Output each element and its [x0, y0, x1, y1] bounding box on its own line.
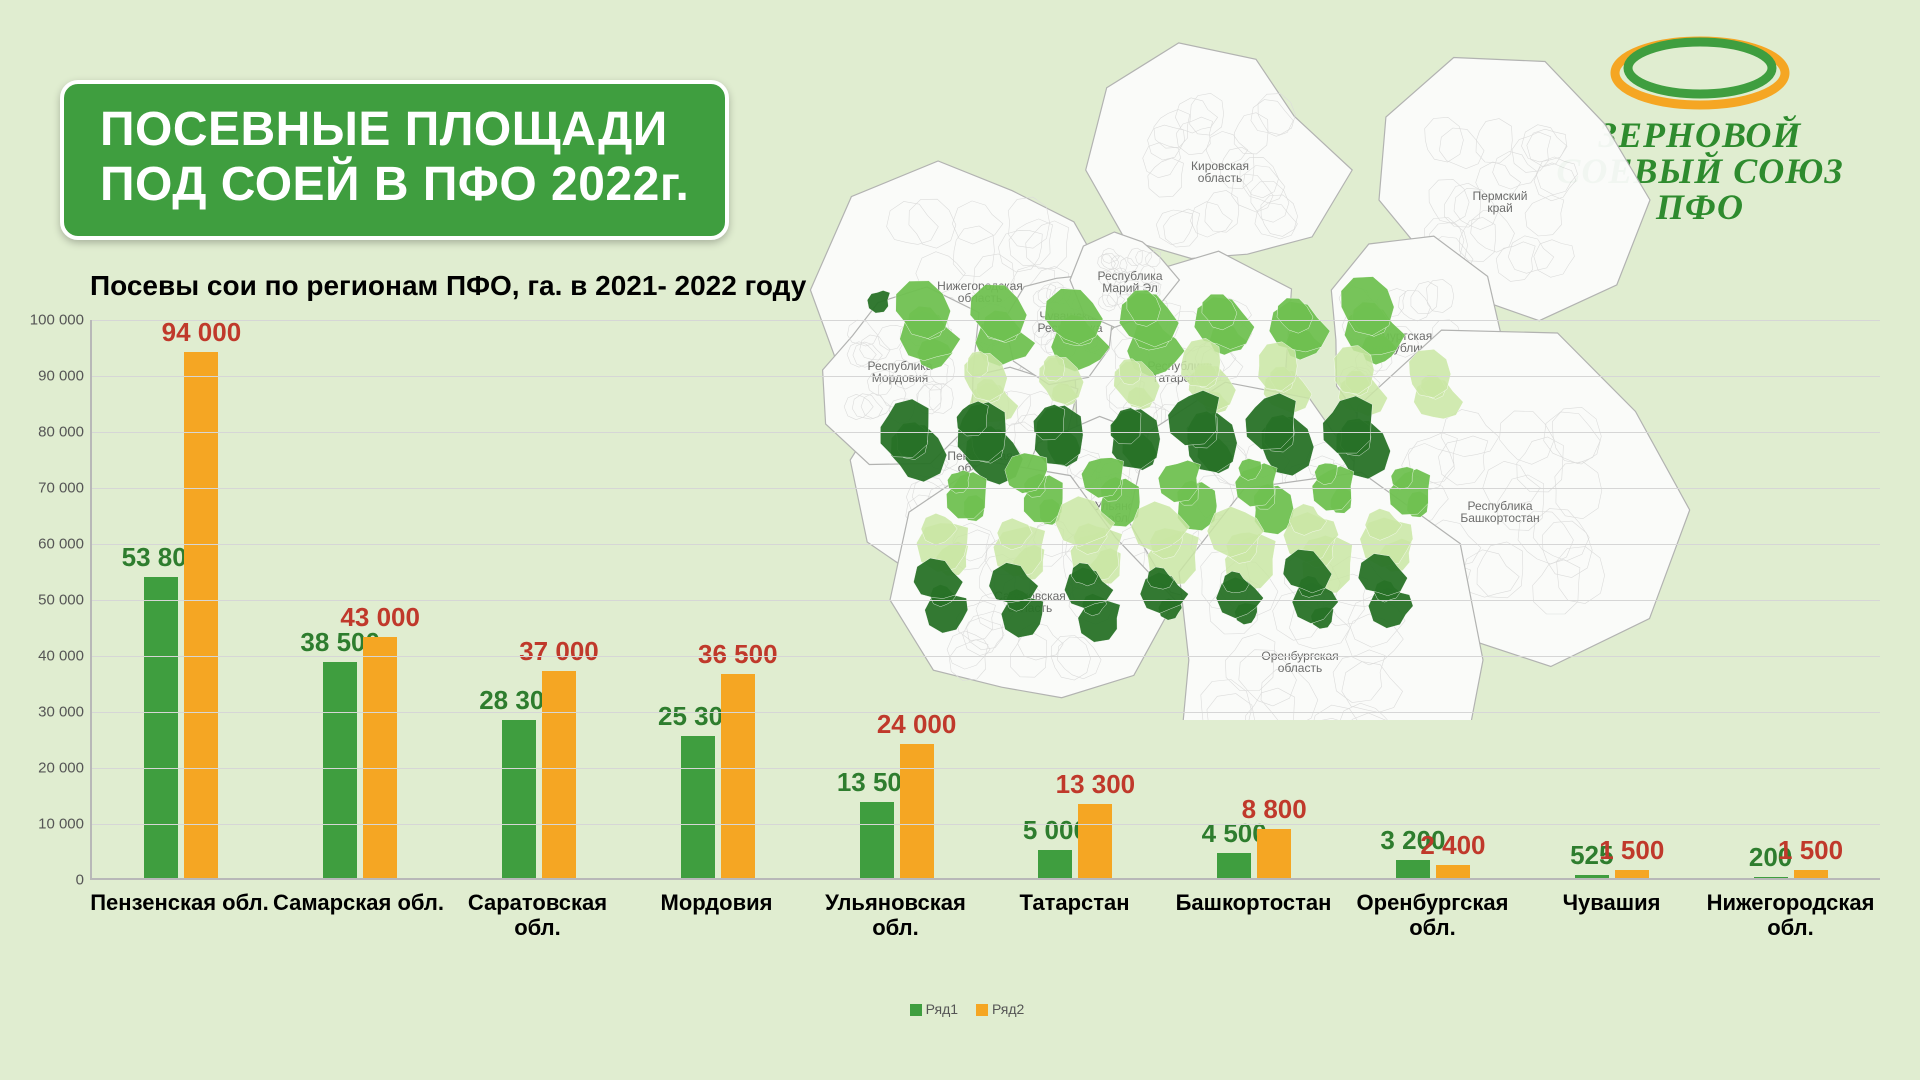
ytick: 30 000: [38, 704, 92, 721]
xaxis-label: Мордовия: [627, 880, 806, 941]
ytick: 90 000: [38, 368, 92, 385]
bar: 36 500: [721, 674, 755, 878]
bar: 94 000: [184, 352, 218, 878]
legend-swatch-2: [976, 1004, 988, 1016]
title-line1: ПОСЕВНЫЕ ПЛОЩАДИ: [100, 102, 689, 157]
ytick: 0: [76, 872, 92, 889]
xaxis-label: Саратовская обл.: [448, 880, 627, 941]
bar-value-label: 24 000: [877, 709, 957, 744]
map-region-label: Кировскаяобласть: [1191, 159, 1249, 185]
xaxis-label: Чувашия: [1522, 880, 1701, 941]
chart-plot: 53 80094 00038 50043 00028 30037 00025 3…: [90, 320, 1880, 880]
bar: 1 500: [1615, 870, 1649, 878]
bar-value-label: 43 000: [340, 602, 420, 637]
xaxis-label: Нижегородскаяобл.: [1701, 880, 1880, 941]
xaxis-label: Башкортостан: [1164, 880, 1343, 941]
legend-label-2: Ряд2: [992, 1001, 1024, 1017]
bar: 2 400: [1436, 865, 1470, 878]
bar: 25 300: [681, 736, 715, 878]
chart: Посевы сои по регионам ПФО, га. в 2021- …: [20, 270, 1900, 990]
ytick: 40 000: [38, 648, 92, 665]
bar-value-label: 94 000: [162, 317, 242, 352]
ytick: 80 000: [38, 424, 92, 441]
bar-value-label: 1 500: [1599, 835, 1664, 870]
bar-group: 13 50024 000: [807, 320, 986, 878]
bar: 200: [1754, 877, 1788, 878]
ytick: 100 000: [30, 312, 92, 329]
xaxis-label: Татарстан: [985, 880, 1164, 941]
bar: 525: [1575, 875, 1609, 878]
bar: 38 500: [323, 662, 357, 878]
bar-group: 3 2002 400: [1344, 320, 1523, 878]
bar: 4 500: [1217, 853, 1251, 878]
legend-label-1: Ряд1: [926, 1001, 958, 1017]
xaxis-label: Пензенская обл.: [90, 880, 269, 941]
bar-group: 525 1 500: [1522, 320, 1701, 878]
bar: 13 300: [1078, 804, 1112, 878]
bar-group: 53 80094 000: [92, 320, 271, 878]
bar-value-label: 37 000: [519, 636, 599, 671]
ytick: 70 000: [38, 480, 92, 497]
legend-swatch-1: [910, 1004, 922, 1016]
bar-group: 5 00013 300: [986, 320, 1165, 878]
chart-legend: Ряд1 Ряд2: [20, 1001, 1900, 1017]
bar: 28 300: [502, 720, 536, 878]
ytick: 60 000: [38, 536, 92, 553]
chart-title: Посевы сои по регионам ПФО, га. в 2021- …: [90, 270, 1900, 302]
xaxis-label: Ульяновская обл.: [806, 880, 985, 941]
bar-group: 25 30036 500: [628, 320, 807, 878]
bar-value-label: 2 400: [1420, 830, 1485, 865]
xaxis-label: Самарская обл.: [269, 880, 448, 941]
bar-value-label: 1 500: [1778, 835, 1843, 870]
ytick: 20 000: [38, 760, 92, 777]
bar: 8 800: [1257, 829, 1291, 878]
xaxis-label: Оренбургскаяобл.: [1343, 880, 1522, 941]
bar: 53 800: [144, 577, 178, 878]
bar: 37 000: [542, 671, 576, 878]
bar-group: 28 30037 000: [450, 320, 629, 878]
bar-group: 38 50043 000: [271, 320, 450, 878]
bar-value-label: 13 300: [1056, 769, 1136, 804]
title-line2: ПОД СОЕЙ В ПФО 2022г.: [100, 157, 689, 212]
bar: 1 500: [1794, 870, 1828, 878]
bar: 24 000: [900, 744, 934, 878]
map-region: [1086, 43, 1353, 259]
title-box: ПОСЕВНЫЕ ПЛОЩАДИ ПОД СОЕЙ В ПФО 2022г.: [60, 80, 729, 240]
ytick: 10 000: [38, 816, 92, 833]
bar-group: 200 1 500: [1701, 320, 1880, 878]
chart-bars: 53 80094 00038 50043 00028 30037 00025 3…: [92, 320, 1880, 878]
chart-xaxis: Пензенская обл.Самарская обл.Саратовская…: [90, 880, 1880, 941]
ytick: 50 000: [38, 592, 92, 609]
bar: 13 500: [860, 802, 894, 878]
bar: 5 000: [1038, 850, 1072, 878]
bar-group: 4 5008 800: [1165, 320, 1344, 878]
bar: 43 000: [363, 637, 397, 878]
